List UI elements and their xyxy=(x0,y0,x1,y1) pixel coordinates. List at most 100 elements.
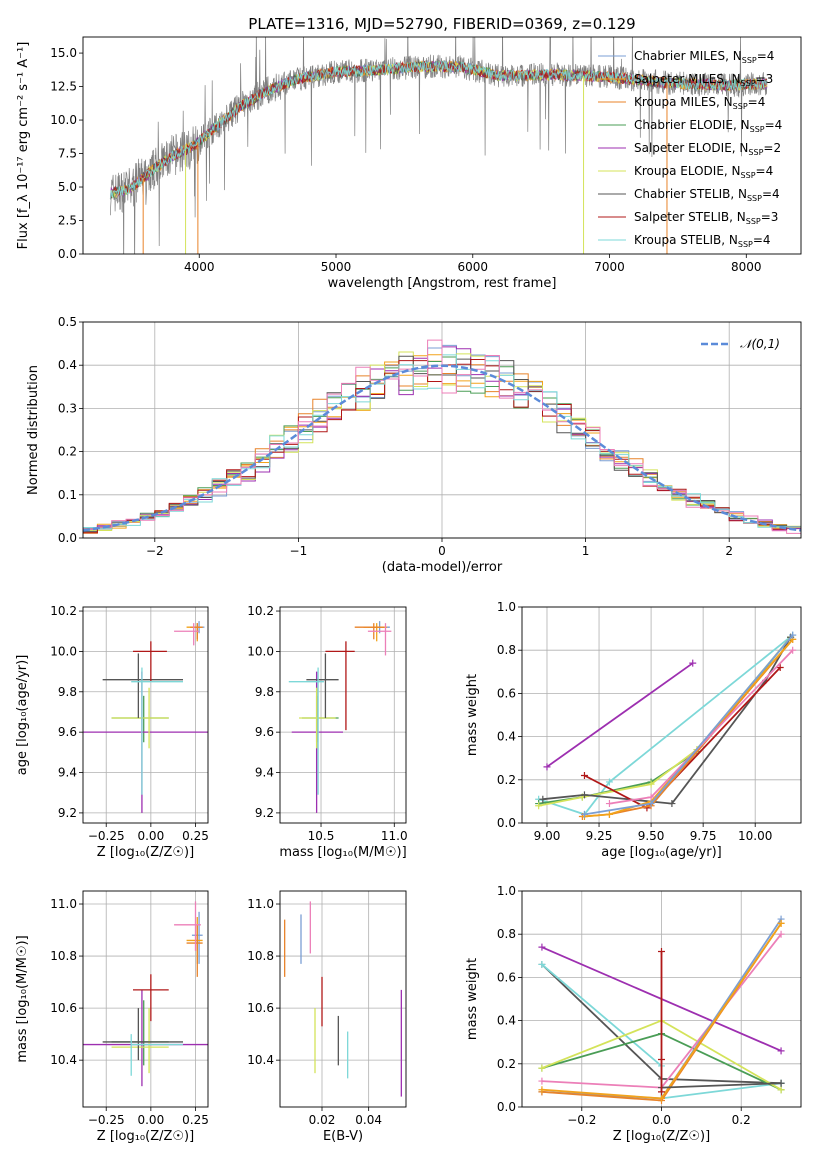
legend-subscript: SSP xyxy=(741,171,756,180)
series-line xyxy=(661,1082,782,1089)
x-tick-label: −0.25 xyxy=(88,1113,125,1127)
y-axis-label: Normed distribution xyxy=(26,365,41,495)
x-tick-label: 2 xyxy=(725,544,733,558)
model-spectrum xyxy=(109,60,768,200)
point-marker xyxy=(776,663,784,671)
point-marker xyxy=(580,771,588,779)
y-tick-label: 2.5 xyxy=(58,214,77,228)
y-axis-label: Flux [f_λ 10⁻¹⁷ erg cm⁻² s⁻¹ A⁻¹] xyxy=(16,42,31,250)
y-tick-label: 11.0 xyxy=(247,897,274,911)
y-tick-label: 9.4 xyxy=(58,766,77,780)
mass-vs-ebv-marks xyxy=(284,901,402,1097)
legend-subscript: SSP xyxy=(746,217,761,226)
x-tick-label: 0.0 xyxy=(652,1113,671,1127)
point-marker xyxy=(580,791,588,799)
point-marker xyxy=(543,763,551,771)
y-tick-label: 0.8 xyxy=(497,643,516,657)
x-tick-label: −1 xyxy=(290,544,308,558)
legend-subscript: SSP xyxy=(748,148,763,157)
mass-weight-vs-age-marks xyxy=(535,631,797,821)
mass-vs-ebv-axes: 0.02 0.04 10.4 10.6 10.8 11.0 E(B-V) xyxy=(247,890,407,1144)
x-tick-label: 6000 xyxy=(457,260,488,274)
point-marker xyxy=(789,646,797,654)
y-tick-label: 0.0 xyxy=(497,1100,516,1114)
axes-frame xyxy=(279,890,407,1108)
point-marker xyxy=(689,659,697,667)
y-tick-label: 0.0 xyxy=(58,531,77,545)
y-tick-label: 0.0 xyxy=(58,247,77,261)
x-axis-label: Z [log₁₀(Z/Z☉)] xyxy=(613,1129,710,1144)
x-axis-label: (data-model)/error xyxy=(382,560,503,575)
y-tick-label: 0.0 xyxy=(497,816,516,830)
legend-label: Chabrier MILES, NSSP=4 xyxy=(634,49,774,65)
legend-tail: =4 xyxy=(756,164,774,178)
x-tick-label: 0.02 xyxy=(309,1113,336,1127)
axes-frame xyxy=(82,36,802,255)
point-marker xyxy=(777,930,785,938)
x-axis-label: mass [log₁₀(M/M☉)] xyxy=(279,845,406,860)
point-marker xyxy=(647,793,655,801)
x-tick-label: 0.25 xyxy=(182,829,209,843)
x-tick-label: 0.25 xyxy=(182,1113,209,1127)
legend-subscript: SSP xyxy=(750,125,765,134)
y-tick-label: 0.4 xyxy=(58,358,77,372)
y-tick-label: 15.0 xyxy=(50,46,77,60)
y-axis-label: mass weight xyxy=(465,958,480,1040)
y-tick-label: 0.3 xyxy=(58,401,77,415)
legend-label: Salpeter ELODIE, NSSP=2 xyxy=(634,141,781,157)
y-tick-label: 10.2 xyxy=(247,604,274,618)
x-axis-label: E(B-V) xyxy=(323,1129,363,1144)
x-tick-label: 0.00 xyxy=(137,1113,164,1127)
series-line xyxy=(538,636,792,807)
y-tick-label: 10.2 xyxy=(50,604,77,618)
legend-label: Chabrier STELIB, NSSP=4 xyxy=(634,187,780,203)
x-tick-label: 9.00 xyxy=(534,829,561,843)
point-marker xyxy=(658,1088,665,1096)
gaussian-curve xyxy=(83,364,801,532)
y-tick-label: 0.4 xyxy=(497,1014,516,1028)
y-tick-label: 9.8 xyxy=(255,685,274,699)
series-line xyxy=(542,636,792,805)
y-tick-label: 10.0 xyxy=(247,644,274,658)
plot-area: 4000 5000 6000 7000 80000.02.55.07.510.012.5… xyxy=(15,36,802,1144)
legend-label: Kroupa ELODIE, NSSP=4 xyxy=(634,164,773,180)
legend-subscript: SSP xyxy=(738,240,753,249)
mass-weight-vs-age-axes: 9.00 9.25 9.50 9.75 10.00 0.0 0.2 0.4 0.6 0.8 1.0 a… xyxy=(465,600,802,860)
x-tick-label: −0.2 xyxy=(567,1113,596,1127)
point-marker xyxy=(658,947,665,955)
y-tick-label: 10.4 xyxy=(50,1053,77,1067)
legend-tail: =2 xyxy=(763,141,781,155)
series-line xyxy=(584,634,794,816)
legend-tail: =4 xyxy=(753,233,771,247)
spectrum-legend: Chabrier MILES, NSSP=4 Salpeter MILES, NS… xyxy=(598,49,782,249)
age-vs-Z-axes: −0.25 0.00 0.25 9.2 9.4 9.6 9.8 10.0 10.2 Z [log₁… xyxy=(15,604,209,860)
gaussian-legend-label: 𝒩(0,1) xyxy=(740,337,780,351)
residual-histogram-axes: −2 −1 0 1 2 0.0 0.1 0.2 0.3 0.4 0.5 (data-model)/er… xyxy=(26,315,802,575)
legend-label: Kroupa MILES, NSSP=4 xyxy=(634,95,765,111)
x-tick-label: 9.75 xyxy=(690,829,717,843)
y-tick-label: 0.6 xyxy=(497,970,516,984)
axes-frame xyxy=(82,606,209,824)
x-tick-label: 0.04 xyxy=(355,1113,382,1127)
y-tick-label: 7.5 xyxy=(58,147,77,161)
x-tick-label: 10.00 xyxy=(738,829,772,843)
x-tick-label: −2 xyxy=(146,544,164,558)
point-marker xyxy=(538,1077,546,1085)
point-marker xyxy=(538,960,546,968)
x-tick-label: 0 xyxy=(438,544,446,558)
x-tick-label: 11.0 xyxy=(381,829,408,843)
series-line xyxy=(538,634,794,816)
x-axis-label: Z [log₁₀(Z/Z☉)] xyxy=(97,845,194,860)
y-tick-label: 1.0 xyxy=(497,884,516,898)
legend-tail: =3 xyxy=(761,210,779,224)
y-tick-label: 9.4 xyxy=(255,766,274,780)
point-marker xyxy=(789,631,797,639)
legend-tail: =4 xyxy=(757,49,775,63)
x-tick-label: 4000 xyxy=(184,260,215,274)
legend-label: Salpeter STELIB, NSSP=3 xyxy=(634,210,778,226)
point-marker xyxy=(535,802,543,810)
y-tick-label: 10.8 xyxy=(247,949,274,963)
point-marker xyxy=(668,800,676,808)
legend-tail: =4 xyxy=(762,187,780,201)
